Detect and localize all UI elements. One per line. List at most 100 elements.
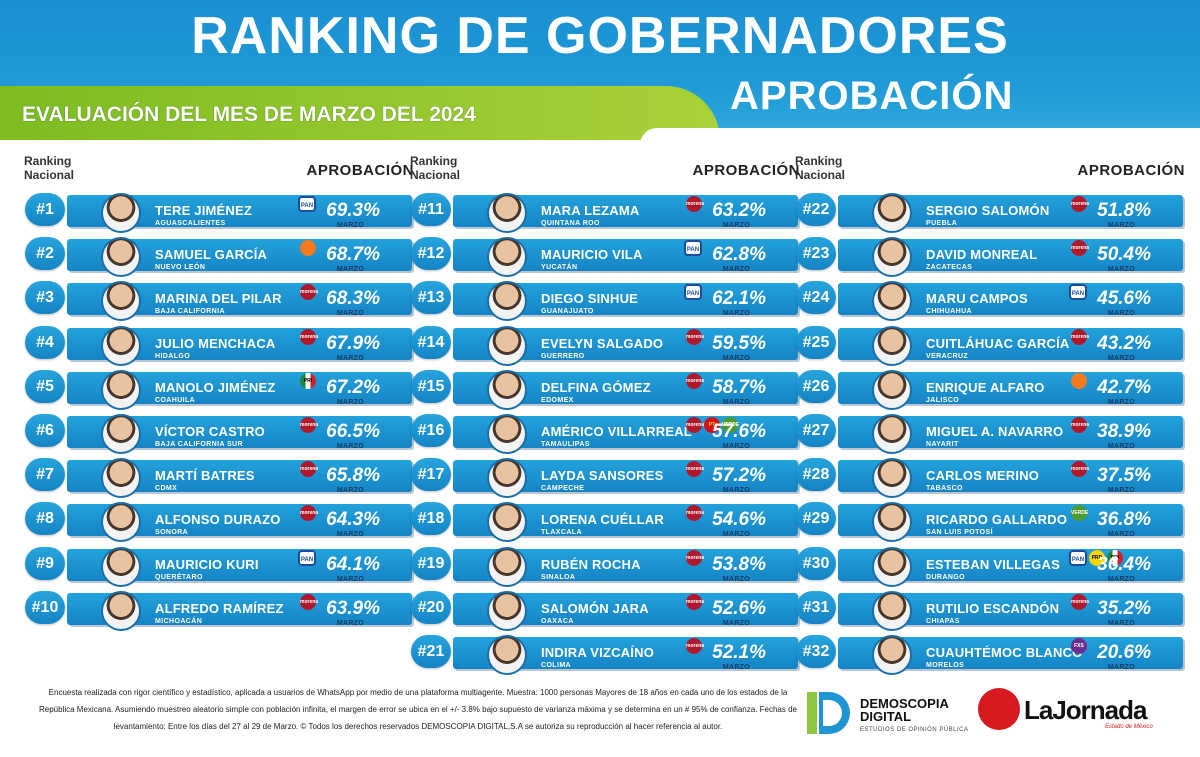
- governor-state: SINALOA: [541, 573, 576, 581]
- party-logos: morena: [1071, 593, 1089, 611]
- party-logos: PAN: [298, 549, 316, 567]
- governor-name: SERGIO SALOMÓN: [926, 203, 1050, 218]
- rank-badge: #28: [796, 458, 836, 492]
- governor-name: MIGUEL A. NAVARRO: [926, 423, 1064, 439]
- pt-logo-icon: PT: [704, 416, 720, 433]
- governor-state: QUINTANA ROO: [541, 220, 600, 227]
- month-label: MARZO: [1107, 266, 1135, 274]
- morena-logo-icon: morena: [686, 549, 704, 566]
- governor-row: JULIO MENCHACA HIDALGO morena 67.9% MARZO #4: [24, 323, 414, 367]
- governor-state: BAJA CALIFORNIA SUR: [155, 440, 243, 448]
- party-logos: morena: [300, 416, 318, 434]
- rank-badge: #31: [796, 590, 836, 624]
- governor-row: ESTEBAN VILLEGAS DURANGO PAN PRD PRI 36.4% MAR…: [795, 544, 1185, 588]
- rank-badge: #8: [25, 502, 65, 536]
- governor-photo: [101, 237, 141, 278]
- governor-name: JULIO MENCHACA: [155, 335, 276, 351]
- governor-bar: RUBÉN ROCHA SINALOA morena 53.8% MARZO: [453, 546, 798, 587]
- approval-percentage: 57.2%: [712, 465, 766, 487]
- header-green-band: [0, 86, 720, 140]
- rank-badge: #3: [25, 281, 65, 315]
- governor-row: TERE JIMÉNEZ AGUASCALIENTES PAN 69.3% MARZO #…: [24, 190, 414, 234]
- governor-photo: [487, 369, 527, 410]
- month-label: MARZO: [336, 442, 364, 450]
- governor-state: COAHUILA: [155, 396, 196, 404]
- pri-logo-icon: PRI: [1107, 549, 1123, 566]
- party-logos: morena: [686, 195, 704, 213]
- prd-logo-icon: PRD: [1089, 549, 1105, 566]
- governor-bar: LORENA CUÉLLAR TLAXCALA morena 54.6% MARZO: [453, 502, 798, 543]
- pan-logo-icon: PAN: [1069, 549, 1087, 566]
- month-label: MARZO: [722, 619, 750, 627]
- approval-percentage: 68.3%: [326, 288, 380, 310]
- governor-name: SALOMÓN JARA: [541, 600, 649, 616]
- party-logos: morena PT VERDE: [686, 416, 739, 434]
- governor-name: ALFONSO DURAZO: [155, 512, 281, 528]
- governor-bar: DIEGO SINHUE GUANAJUATO PAN 62.1% MARZO: [453, 281, 798, 322]
- governor-photo: [872, 634, 912, 675]
- governor-state: NUEVO LEÓN: [155, 264, 206, 272]
- governor-photo: [487, 634, 527, 675]
- governor-state: MICHOACÁN: [155, 617, 203, 625]
- governor-bar: RICARDO GALLARDO SAN LUIS POTOSÍ VERDE 36.8…: [838, 502, 1183, 543]
- governor-row: CARLOS MERINO TABASCO morena 37.5% MARZO #28: [795, 455, 1185, 499]
- approval-percentage: 45.6%: [1097, 288, 1151, 310]
- month-label: MARZO: [336, 354, 364, 362]
- governor-row: MAURICIO VILA YUCATÁN PAN 62.8% MARZO #12: [410, 234, 800, 278]
- ranking-column: Ranking Nacional APROBACIÓN SERGIO SALOMÓN P…: [795, 150, 1185, 676]
- rank-badge: #26: [796, 369, 836, 403]
- governor-row: MIGUEL A. NAVARRO NAYARIT morena 38.9% MARZO…: [795, 411, 1185, 455]
- approval-percentage: 35.2%: [1097, 597, 1151, 619]
- governor-name: MARA LEZAMA: [541, 203, 640, 218]
- governor-name: LAYDA SANSORES: [541, 468, 664, 484]
- party-logos: morena: [686, 504, 704, 522]
- governor-bar: SERGIO SALOMÓN PUEBLA morena 51.8% MARZO: [838, 193, 1183, 233]
- approval-percentage: 67.2%: [326, 376, 380, 398]
- governor-name: DAVID MONREAL: [926, 247, 1038, 263]
- governor-photo: [101, 369, 141, 410]
- rank-badge: #13: [411, 281, 451, 315]
- governor-name: CUITLÁHUAC GARCÍA: [926, 335, 1070, 351]
- party-logos: morena: [686, 593, 704, 611]
- governor-bar: ESTEBAN VILLEGAS DURANGO PAN PRD PRI 36.4% MAR…: [838, 546, 1183, 587]
- month-label: MARZO: [722, 222, 750, 229]
- approval-percentage: 65.8%: [326, 465, 380, 487]
- mc-logo-icon: [300, 240, 316, 257]
- governor-photo: [101, 502, 141, 543]
- pri-logo-icon: PRI: [300, 372, 316, 389]
- party-logos: morena: [686, 549, 704, 567]
- rank-badge: #25: [796, 325, 836, 359]
- governor-name: INDIRA VIZCAÍNO: [541, 644, 655, 660]
- morena-logo-icon: morena: [300, 461, 318, 478]
- rank-badge: #10: [25, 590, 65, 624]
- party-logos: morena: [300, 593, 318, 611]
- rank-badge: #6: [25, 413, 65, 447]
- ranking-column: Ranking Nacional APROBACIÓN TERE JIMÉNEZ AGU…: [24, 150, 414, 632]
- governor-bar: MANOLO JIMÉNEZ COAHUILA PRI 67.2% MARZO: [67, 369, 412, 410]
- governor-row: MARINA DEL PILAR BAJA CALIFORNIA morena 68.…: [24, 278, 414, 322]
- pvem-logo-icon: VERDE: [722, 416, 739, 433]
- governor-bar: RUTILIO ESCANDÓN CHIAPAS morena 35.2% MARZO: [838, 590, 1183, 631]
- approval-percentage: 42.7%: [1097, 376, 1151, 398]
- governor-bar: ALFONSO DURAZO SONORA morena 64.3% MARZO: [67, 502, 412, 543]
- party-logos: [300, 239, 316, 257]
- governor-state: GUERRERO: [541, 352, 585, 360]
- governor-state: VERACRUZ: [926, 352, 969, 360]
- party-logos: morena: [1071, 195, 1089, 213]
- governor-state: OAXACA: [541, 617, 574, 625]
- rank-badge: #21: [411, 634, 451, 668]
- month-label: MARZO: [336, 266, 364, 274]
- rank-badge: #23: [796, 237, 836, 271]
- approval-percentage: 52.6%: [712, 597, 766, 619]
- rank-badge: #7: [25, 458, 65, 492]
- jornada-name: LaJornada: [1024, 695, 1147, 725]
- governor-bar: MIGUEL A. NAVARRO NAYARIT morena 38.9% MARZO: [838, 413, 1183, 454]
- governor-state: SAN LUIS POTOSÍ: [926, 529, 993, 537]
- governor-row: LORENA CUÉLLAR TLAXCALA morena 54.6% MARZO #1…: [410, 499, 800, 543]
- approval-percentage: 36.4%: [1097, 553, 1151, 575]
- month-label: MARZO: [1107, 222, 1135, 229]
- governor-photo: [487, 193, 527, 233]
- approval-percentage: 68.7%: [326, 244, 380, 266]
- month-label: MARZO: [722, 663, 750, 671]
- governor-state: CAMPECHE: [541, 485, 585, 493]
